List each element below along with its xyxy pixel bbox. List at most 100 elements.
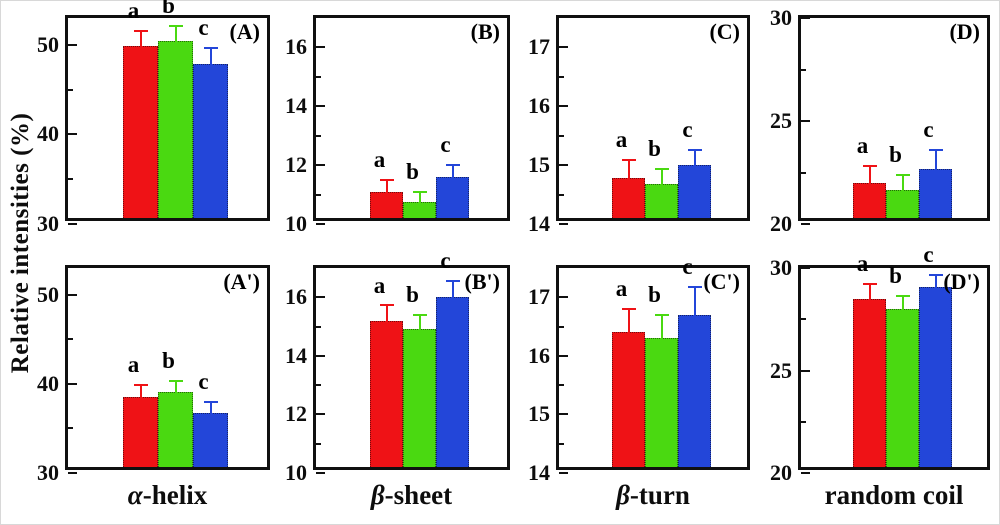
significance-letter: a [373,272,386,298]
error-bar-cap [654,167,669,170]
error-bar-cap [168,380,183,383]
error-bar [627,309,630,345]
y-tick-minor [801,318,806,321]
bar-A-c [193,63,228,218]
y-tick-minor [316,134,321,137]
y-tick-major [316,164,325,167]
y-tick-label: 16 [528,93,550,119]
error-bar [660,314,663,351]
y-tick-label: 12 [285,401,307,427]
y-tick-label: 50 [37,31,59,57]
y-tick-label: 17 [528,284,550,310]
y-tick-label: 15 [528,152,550,178]
error-bar [451,165,454,189]
bar-B2-a [370,320,403,467]
error-bar [451,281,454,310]
y-tick-minor [316,75,321,78]
y-tick-label: 10 [285,460,307,485]
error-bar-cap [203,47,218,50]
error-bar [139,31,142,59]
y-tick-label: 17 [528,34,550,60]
y-tick-label: 16 [285,34,307,60]
error-bar-cap [168,25,183,28]
error-bar-cap [445,280,460,283]
bar-D2-c [919,286,952,467]
error-bar [139,384,142,409]
significance-letter: b [162,348,175,374]
y-tick-minor [559,75,564,78]
significance-letter: c [198,15,209,41]
panel-D: 20 25 30 a b c (D) [770,5,990,236]
y-tick-label: 12 [285,152,307,178]
significance-letter: a [127,0,140,24]
y-tick-major [68,472,77,474]
y-tick-minor [559,442,564,445]
y-tick-minor [68,178,73,181]
panel-label: (B) [470,19,500,44]
y-tick-major [559,354,568,357]
error-bar [868,166,871,195]
y-tick-major [316,223,325,225]
panel-A: 30 40 50 a b c (A) [37,0,270,236]
significance-letter: b [406,281,419,307]
greek-letter: β [370,480,385,510]
error-bar-cap [687,149,702,152]
error-bar-cap [895,294,910,297]
panel-C: 14 15 16 17 a b c (C) [528,15,750,236]
panel-label: (D') [943,269,980,294]
panel-label: (C') [703,269,740,294]
y-tick-label: 20 [770,211,792,236]
y-tick-label: 50 [37,281,59,307]
y-tick-label: 40 [37,121,59,147]
y-tick-label: 30 [770,255,792,280]
error-bar-cap [862,283,877,286]
y-tick-major [68,293,77,296]
x-axis-category: random coil [825,479,964,511]
significance-letter: b [162,0,175,19]
bar-C2-a [612,332,645,467]
y-tick-label: 30 [37,460,59,485]
error-bar [627,160,630,190]
panel-C2: 14 15 16 17 a b c (C') [528,255,750,485]
significance-letter: b [648,135,661,161]
y-tick-major [68,43,77,46]
y-tick-major [801,17,810,19]
y-tick-major [801,120,810,122]
y-tick-label: 16 [528,342,550,368]
error-bar-cap [412,313,427,316]
panel-A2: 30 40 50 a b c (A') [37,265,270,485]
panel-label: (B') [464,269,500,294]
y-tick-major [801,267,810,269]
error-bar-cap [654,313,669,316]
significance-letter: c [682,117,693,143]
error-bar-cap [133,30,148,33]
y-tick-major [559,413,568,416]
y-tick-minor [68,88,73,91]
y-tick-label: 14 [285,93,307,119]
error-bar-cap [895,173,910,176]
y-tick-major [559,105,568,108]
x-axis-category: α-helix [128,479,207,511]
bar-D2-a [853,298,886,467]
significance-letter: c [923,116,934,142]
bar-B2-b [403,329,436,467]
error-bar [209,48,212,76]
x-axis-categories: α-helix β-sheet β-turn random coil [0,479,1000,519]
significance-letter: b [406,158,419,184]
error-bar-cap [203,400,218,403]
error-bar [934,149,937,181]
error-bar [174,26,177,53]
y-tick-minor [559,193,564,196]
significance-letter: b [889,262,902,288]
significance-letter: c [682,253,693,279]
bar-A-a [123,46,158,218]
greek-letter: β [616,480,630,510]
y-tick-label: 14 [528,211,550,236]
y-tick-major [68,223,77,225]
error-bar-cap [412,190,427,193]
category-text: -sheet [384,480,453,510]
bar-D-c [919,168,952,218]
error-bar-cap [928,148,943,151]
bar-C2-c [678,314,711,467]
significance-letter: a [615,127,628,153]
